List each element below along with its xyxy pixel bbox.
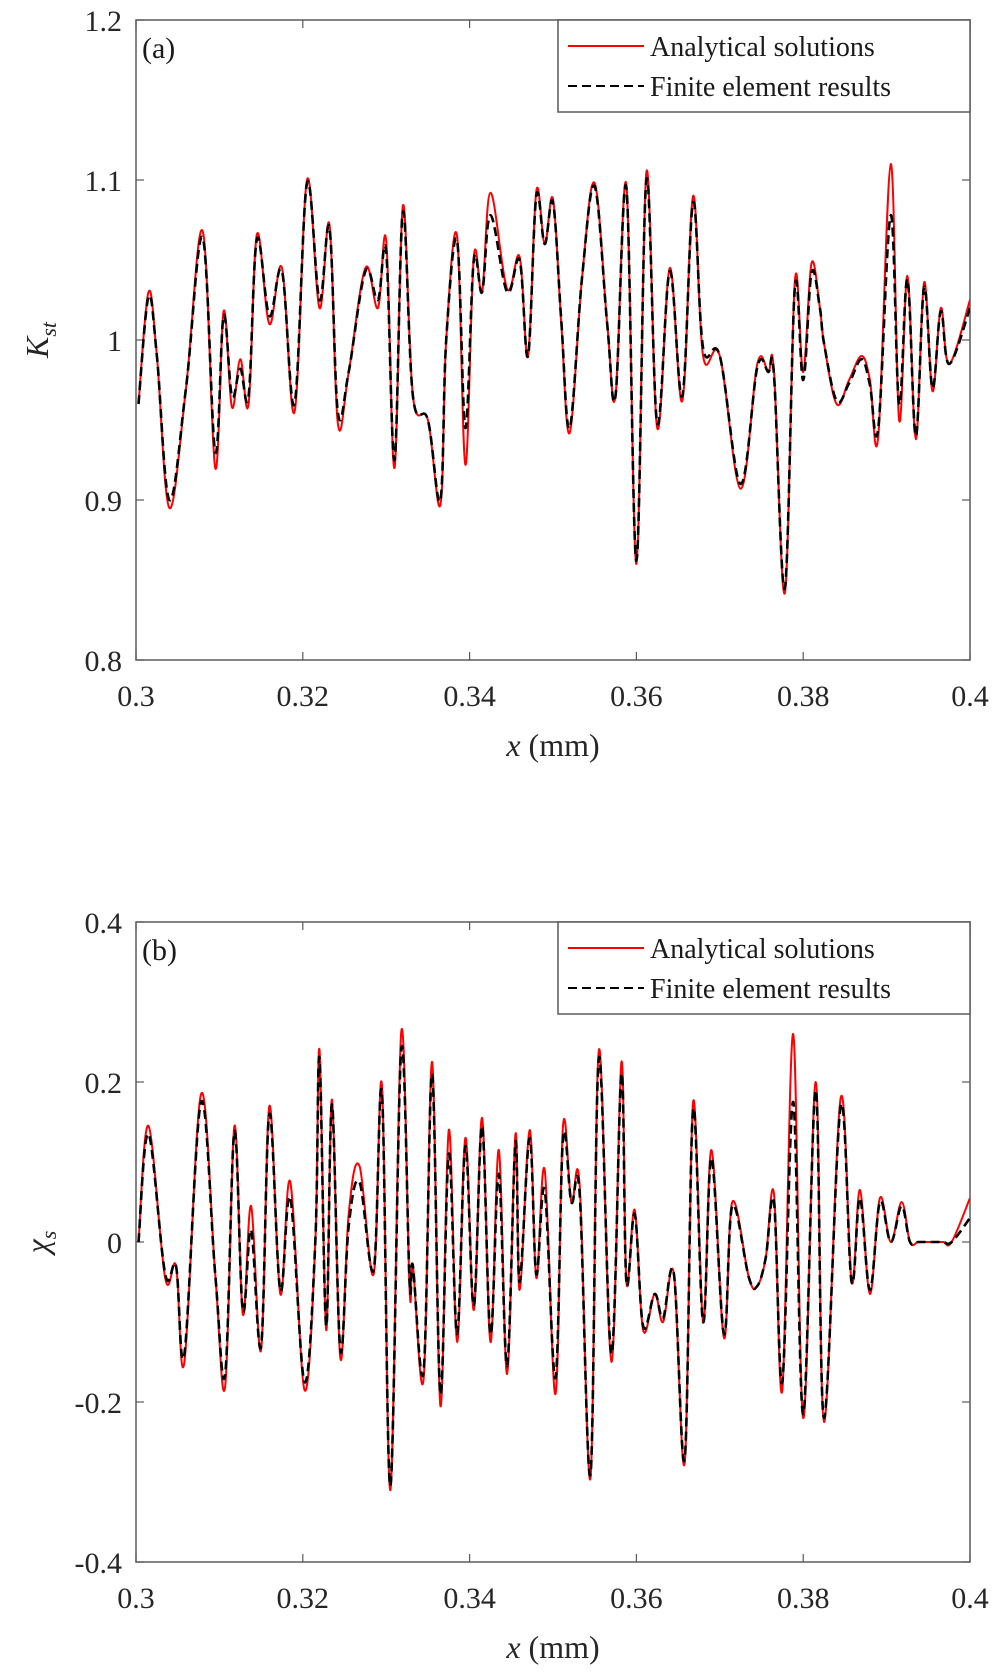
y-tick-label-b: 0.2 bbox=[85, 1067, 123, 1100]
legend-label-analytical-a: Analytical solutions bbox=[650, 32, 875, 63]
x-tick-label-a: 0.36 bbox=[610, 680, 663, 713]
x-tick-label-b: 0.36 bbox=[610, 1582, 663, 1615]
y-axis-sub-a: st bbox=[36, 321, 61, 337]
x-axis-unit-a: (mm) bbox=[521, 727, 600, 763]
axes-frame-b bbox=[135, 921, 971, 1563]
legend-box-a bbox=[557, 19, 971, 113]
x-tick-label-a: 0.3 bbox=[117, 680, 155, 713]
panel-b: 0.3 0.32 0.34 0.36 0.38 0.4 -0.4 -0.2 0 0.2 0.4 (b… bbox=[19, 907, 989, 1665]
plot-area-b: 0.3 0.32 0.34 0.36 0.38 0.4 -0.4 -0.2 0 0.2 0.4 bbox=[75, 907, 989, 1615]
axes-frame-a bbox=[135, 19, 971, 661]
plot-area-a: 0.3 0.32 0.34 0.36 0.38 0.4 0.8 0.9 1 1.1 1.2 bbox=[85, 5, 989, 713]
y-tick-label-a: 0.8 bbox=[85, 645, 123, 678]
y-axis-main-a: K bbox=[19, 335, 55, 359]
legend-a: Analytical solutions Finite element resu… bbox=[557, 19, 971, 113]
y-tick-label-b: 0 bbox=[107, 1227, 122, 1260]
legend-label-fem-a: Finite element results bbox=[650, 72, 891, 103]
x-axis-var-b: x bbox=[505, 1629, 520, 1665]
x-tick-label-b: 0.3 bbox=[117, 1582, 155, 1615]
y-tick-label-a: 1 bbox=[107, 325, 122, 358]
legend-label-analytical-b: Analytical solutions bbox=[650, 934, 875, 965]
x-tick-label-a: 0.34 bbox=[443, 680, 496, 713]
x-axis-unit-b: (mm) bbox=[521, 1629, 600, 1665]
y-axis-label-a: Kst bbox=[19, 321, 61, 359]
series-analytical-line-a bbox=[137, 162, 970, 595]
x-tick-label-a: 0.38 bbox=[777, 680, 830, 713]
legend-box-b bbox=[557, 921, 971, 1015]
panel-label-a: (a) bbox=[142, 32, 175, 65]
y-tick-label-b: -0.2 bbox=[75, 1387, 123, 1420]
x-tick-label-a: 0.4 bbox=[951, 680, 989, 713]
x-axis-label-b: x (mm) bbox=[505, 1629, 599, 1665]
y-axis-sub-b: s bbox=[36, 1231, 61, 1240]
panel-label-b: (b) bbox=[142, 934, 177, 967]
series-fem-line-b bbox=[137, 1044, 970, 1488]
panel-a: 0.3 0.32 0.34 0.36 0.38 0.40.80.911.11.2 (a) … bbox=[19, 5, 989, 763]
y-tick-label-b: -0.4 bbox=[75, 1547, 123, 1580]
x-axis-label-a: x (mm) bbox=[505, 727, 599, 763]
y-tick-label-a: 0.9 bbox=[85, 485, 123, 518]
x-tick-label-b: 0.32 bbox=[277, 1582, 330, 1615]
x-axis-var-a: x bbox=[505, 727, 520, 763]
legend-b: Analytical solutions Finite element resu… bbox=[557, 921, 971, 1015]
x-tick-label-b: 0.34 bbox=[443, 1582, 496, 1615]
y-tick-label-a: 1.1 bbox=[85, 165, 123, 198]
y-tick-label-b: 0.4 bbox=[85, 907, 123, 940]
y-axis-main-b: χ bbox=[19, 1238, 55, 1256]
legend-label-fem-b: Finite element results bbox=[650, 974, 891, 1005]
x-tick-label-b: 0.38 bbox=[777, 1582, 830, 1615]
series-fem-line-a bbox=[137, 177, 970, 590]
x-tick-label-a: 0.32 bbox=[277, 680, 330, 713]
series-analytical-line-b bbox=[137, 1028, 970, 1492]
y-tick-label-a: 1.2 bbox=[85, 5, 123, 38]
x-tick-label-b: 0.4 bbox=[951, 1582, 989, 1615]
y-axis-label-b: χs bbox=[19, 1231, 61, 1257]
